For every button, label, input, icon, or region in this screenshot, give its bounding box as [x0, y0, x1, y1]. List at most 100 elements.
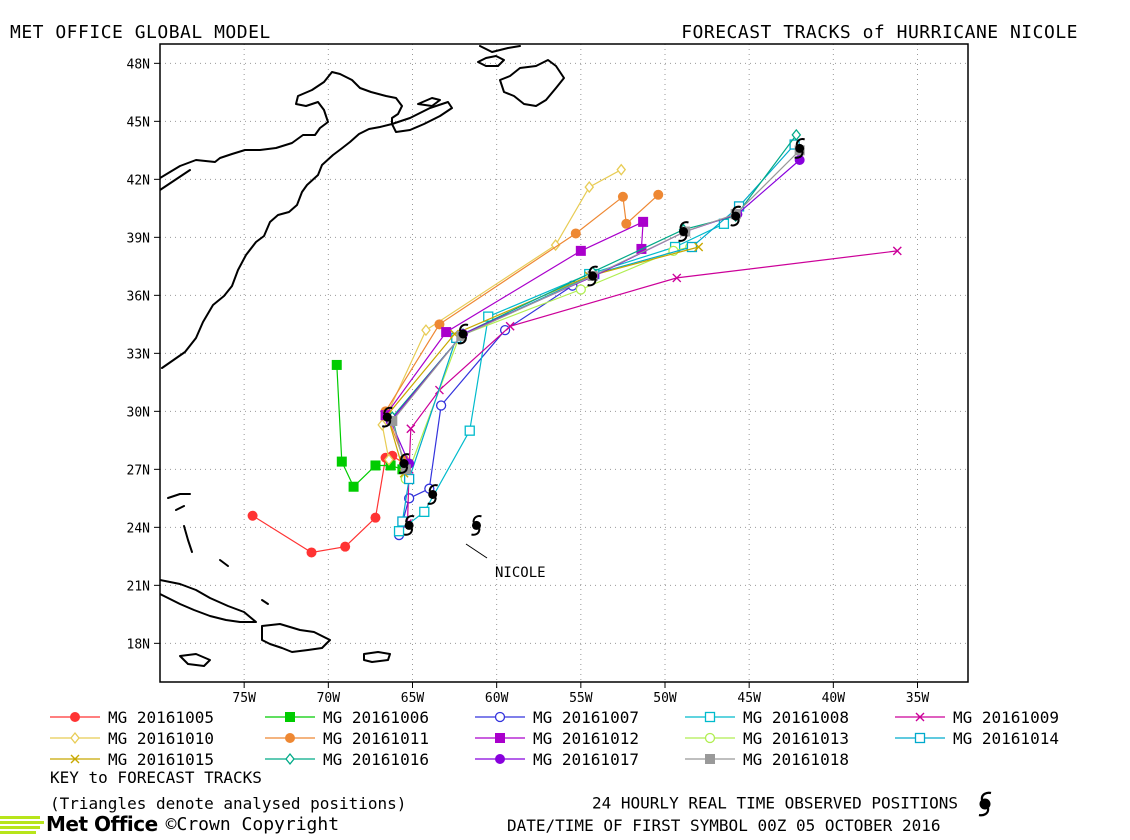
legend-item: MG 20161013 — [685, 729, 849, 748]
legend-label: MG 20161012 — [533, 728, 639, 748]
legend-swatch-icon — [265, 733, 315, 743]
track-mg-20161011 — [380, 189, 664, 465]
observed-positions-text: 24 HOURLY REAL TIME OBSERVED POSITIONS — [592, 793, 959, 813]
observed-hurricane-icon — [403, 515, 415, 536]
storm-label-leader — [465, 543, 488, 559]
lon-tick-label: 75W — [232, 691, 256, 705]
track-point — [336, 456, 347, 467]
lon-tick-label: 50W — [653, 691, 677, 705]
legend-marker — [705, 754, 715, 764]
legend-swatch-icon — [50, 754, 100, 764]
logo-text: Met Office — [46, 812, 158, 836]
lon-tick-label: 40W — [822, 691, 846, 705]
lat-tick-label: 18N — [127, 637, 150, 652]
observed-hurricane-icon — [471, 515, 482, 536]
lat-tick-label: 45N — [127, 115, 150, 130]
legend-item: MG 20161015 — [50, 749, 214, 769]
lon-tick-label: 55W — [569, 691, 593, 705]
track-point — [441, 327, 452, 338]
track-point — [377, 418, 388, 431]
hurricane-symbol-icon — [978, 791, 991, 817]
legend-marker — [495, 733, 505, 743]
track-point — [435, 400, 447, 411]
observed-hurricane-icon — [730, 205, 742, 227]
legend-label: MG 20161011 — [323, 728, 429, 748]
legend-item: MG 20161018 — [685, 749, 849, 769]
track-point — [892, 246, 902, 256]
observed-hurricane-icon — [427, 484, 439, 505]
legend-swatch-icon — [265, 752, 315, 766]
lat-tick-label: 39N — [127, 231, 150, 246]
track-line — [398, 223, 725, 532]
lat-tick-label: 33N — [127, 347, 150, 362]
track-point — [385, 460, 396, 471]
lat-tick-label: 27N — [127, 463, 150, 478]
legend-item: MG 20161005 — [50, 707, 214, 727]
legend-marker — [704, 711, 716, 723]
track-point — [653, 189, 664, 200]
legend-swatch-icon — [685, 711, 735, 723]
track-mg-20161016 — [387, 128, 802, 472]
lon-tick-label: 70W — [317, 691, 341, 705]
track-point — [370, 460, 381, 471]
observed-hurricane-icon — [398, 453, 410, 474]
legend-label: MG 20161018 — [743, 749, 849, 769]
track-line — [406, 250, 898, 524]
track-mg-20161008 — [393, 218, 730, 537]
legend-marker — [70, 731, 80, 745]
track-point — [694, 242, 704, 252]
track-point — [718, 218, 730, 229]
forecast-tracks — [247, 128, 902, 558]
track-point — [306, 547, 317, 558]
key-title: KEY to FORECAST TRACKS — [50, 768, 262, 787]
storm-label: NICOLE — [495, 565, 546, 581]
track-mg-20161015 — [382, 242, 704, 478]
track-point — [406, 424, 416, 434]
track-line — [381, 169, 622, 460]
legend-label: MG 20161005 — [108, 707, 214, 727]
lat-tick-label: 24N — [127, 521, 150, 536]
track-mg-20161010 — [377, 163, 627, 466]
observed-hurricane-icon — [587, 265, 598, 287]
legend-item: MG 20161009 — [895, 707, 1059, 727]
coastlines — [160, 45, 565, 667]
legend-item: MG 20161010 — [50, 729, 214, 748]
copyright: ©Crown Copyright — [165, 813, 340, 835]
met-office-logo: Met Office ©Crown Copyright — [0, 812, 339, 836]
legend-marker — [70, 712, 80, 722]
legend-item: MG 20161007 — [475, 708, 639, 727]
key-note: (Triangles denote analysed positions) — [50, 794, 407, 813]
track-point — [617, 191, 628, 202]
legend-swatch-icon — [265, 712, 315, 722]
track-point — [348, 481, 359, 492]
track-point — [370, 512, 381, 523]
track-point — [621, 218, 632, 229]
legend-label: MG 20161009 — [953, 707, 1059, 727]
lat-tick-label: 48N — [127, 57, 150, 72]
legend-swatch-icon — [50, 712, 100, 722]
legend-marker — [285, 733, 295, 743]
observed-hurricane-icon — [381, 406, 393, 428]
track-point — [584, 181, 595, 194]
observed-hurricane-icon — [678, 221, 689, 242]
met-office-logo-icon — [0, 816, 44, 834]
legend-marker — [495, 754, 505, 764]
legend-swatch-icon — [50, 731, 100, 745]
track-point — [616, 163, 627, 176]
track-point — [384, 453, 394, 466]
track-point — [464, 425, 475, 436]
track-mg-20161013 — [400, 241, 696, 485]
legend-item: MG 20161012 — [475, 728, 639, 748]
legend-item: MG 20161011 — [265, 728, 429, 748]
track-point — [247, 510, 258, 521]
legend-swatch-icon — [895, 732, 945, 744]
track-point — [570, 228, 581, 239]
legend-label: MG 20161015 — [108, 749, 214, 769]
track-point — [419, 506, 430, 518]
track-point — [421, 324, 431, 337]
track-point — [638, 216, 649, 227]
legend-marker — [914, 732, 926, 744]
legend-swatch-icon — [475, 754, 525, 764]
axis-ticks: 75W 70W 65W 60W 55W 50W 45W 40W 35W 48N 45N 42N 39N 3… — [127, 57, 930, 705]
track-map: 75W 70W 65W 60W 55W 50W 45W 40W 35W 48N 45N 42N 39N 3… — [127, 43, 969, 705]
